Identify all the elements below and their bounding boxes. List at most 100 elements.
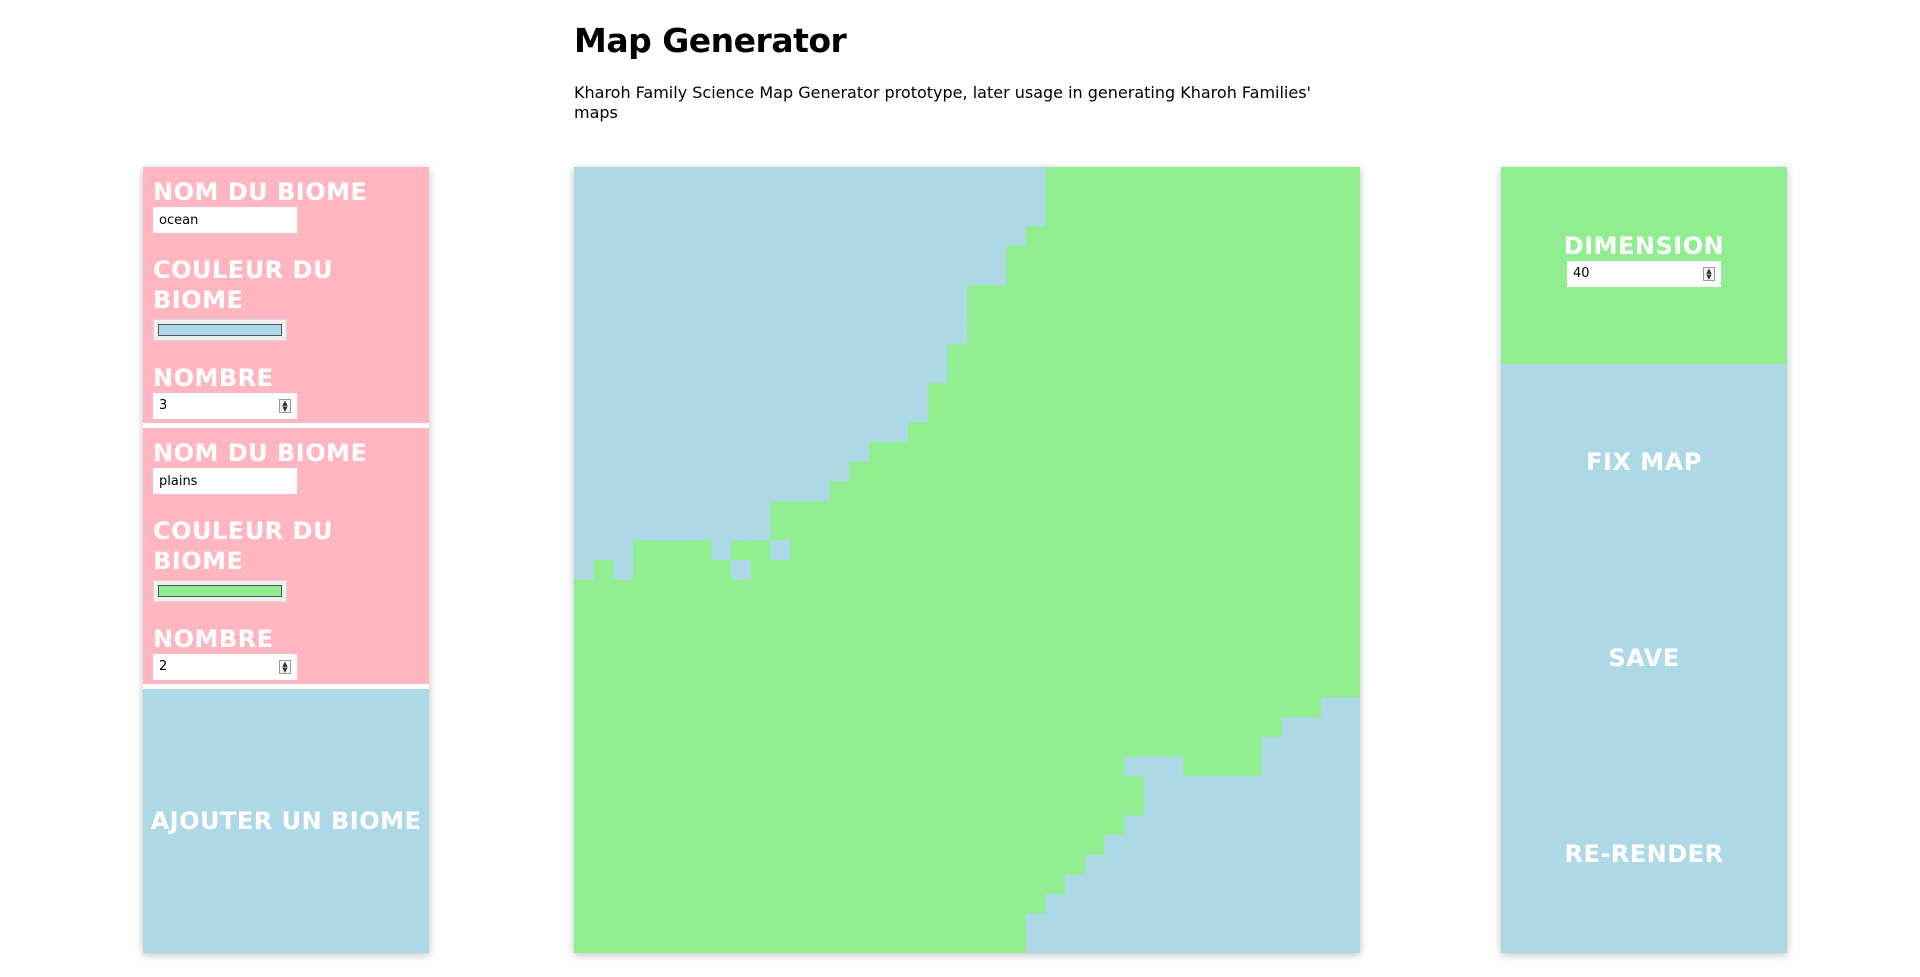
map-cell-ocean [1301,815,1322,836]
biome-name-input[interactable] [153,468,297,494]
map-cell-plains [613,618,634,640]
map-cell-plains [1202,560,1224,581]
map-cell-plains [1242,402,1263,424]
map-cell-plains [986,717,1007,738]
map-cell-plains [888,658,909,679]
map-cell-plains [1084,501,1106,522]
map-cell-plains [1222,284,1243,306]
map-cell-plains [868,658,889,679]
map-cell-ocean [927,206,948,227]
map-cell-plains [1084,461,1106,482]
map-cell-plains [790,697,811,718]
map-cell-plains [1340,206,1360,227]
map-grid [574,167,1360,953]
map-canvas[interactable] [574,167,1360,953]
map-cell-ocean [1301,835,1322,856]
biome-color-picker[interactable] [153,580,287,602]
map-cell-ocean [809,383,831,404]
map-cell-plains [1281,383,1302,404]
map-cell-plains [1222,599,1243,620]
map-cell-plains [1045,756,1066,777]
map-cell-plains [1320,461,1341,482]
biome-count-input[interactable]: 3 ▲ ▼ [153,393,297,419]
map-cell-ocean [927,363,948,384]
map-cell-plains [829,795,850,817]
map-cell-ocean [809,324,831,345]
map-cell-plains [947,383,968,404]
map-cell-ocean [1301,854,1322,875]
map-cell-plains [613,874,634,895]
map-cell-plains [1006,776,1027,797]
map-cell-plains [927,933,948,953]
map-cell-plains [849,854,870,875]
map-cell-plains [1124,736,1145,758]
spinner-arrows-icon[interactable]: ▲ ▼ [279,399,291,413]
map-cell-ocean [829,206,850,227]
map-cell-plains [908,756,929,777]
map-cell-plains [1281,186,1302,207]
rerender-button[interactable]: RE-RENDER [1564,840,1724,868]
map-cell-plains [652,677,673,699]
map-cell-ocean [809,284,831,306]
map-cell-plains [1163,717,1184,738]
map-cell-plains [652,618,673,640]
map-cell-ocean [750,520,772,541]
map-cell-ocean [967,167,988,188]
map-cell-plains [927,618,948,640]
map-cell-plains [770,776,791,797]
map-cell-ocean [1301,776,1322,797]
map-cell-ocean [1320,835,1341,856]
map-cell-plains [1301,265,1322,286]
map-cell-plains [1163,599,1184,620]
map-cell-plains [1124,501,1145,522]
map-cell-ocean [1084,874,1106,895]
map-cell-plains [1084,520,1106,541]
save-button[interactable]: SAVE [1608,644,1680,672]
map-cell-plains [750,756,772,777]
fix-map-button[interactable]: FIX MAP [1586,448,1702,476]
map-cell-plains [868,697,889,718]
map-cell-plains [1124,461,1145,482]
dimension-input[interactable]: 40 ▲ ▼ [1567,260,1721,287]
map-cell-ocean [691,265,713,286]
map-cell-plains [908,913,929,934]
biome-name-input[interactable] [153,207,297,233]
map-cell-plains [868,835,889,856]
map-cell-plains [849,756,870,777]
map-cell-ocean [1261,815,1282,836]
spinner-arrows-icon[interactable]: ▲ ▼ [1703,266,1715,281]
map-cell-ocean [691,245,713,266]
map-cell-plains [790,854,811,875]
map-cell-ocean [888,363,909,384]
map-cell-plains [1340,461,1360,482]
map-cell-plains [632,697,654,718]
map-cell-ocean [613,481,634,502]
map-cell-plains [888,894,909,915]
map-cell-plains [947,658,968,679]
map-cell-plains [1320,442,1341,463]
map-cell-plains [1163,167,1184,188]
map-cell-ocean [790,422,811,443]
spinner-arrows-icon[interactable]: ▲ ▼ [279,660,291,674]
map-cell-ocean [652,501,673,522]
biome-count-input[interactable]: 2 ▲ ▼ [153,654,297,680]
biome-color-label: COULEUR DU BIOME [153,517,333,575]
map-cell-plains [927,638,948,659]
map-cell-plains [1163,245,1184,266]
map-cell-ocean [1281,776,1302,797]
map-cell-ocean [613,383,634,404]
map-cell-plains [1281,225,1302,247]
add-biome-button[interactable]: AJOUTER UN BIOME [143,689,429,953]
map-cell-plains [593,776,614,797]
map-cell-ocean [593,167,614,188]
map-cell-ocean [1163,854,1184,875]
map-cell-plains [593,697,614,718]
map-cell-plains [672,854,693,875]
map-cell-plains [908,874,929,895]
map-cell-ocean [868,343,889,365]
map-cell-ocean [1281,894,1302,915]
map-cell-ocean [1222,894,1243,915]
map-cell-ocean [691,343,713,365]
map-cell-plains [927,815,948,836]
biome-color-picker[interactable] [153,319,287,341]
